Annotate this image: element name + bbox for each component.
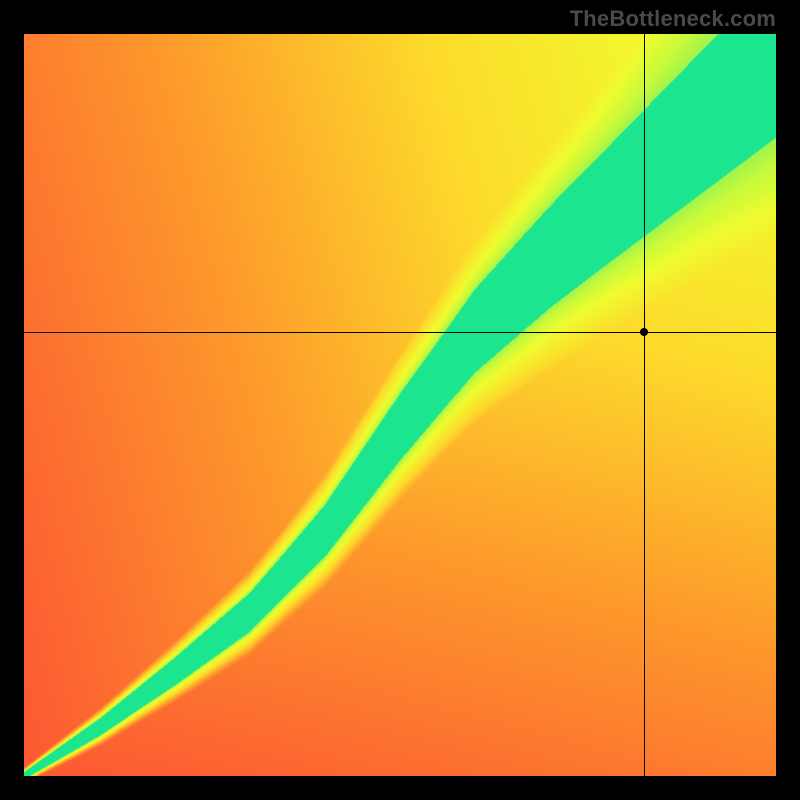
plot-area [24,34,776,776]
watermark-text: TheBottleneck.com [570,6,776,32]
chart-container: TheBottleneck.com [0,0,800,800]
crosshair-marker [640,328,648,336]
heatmap-canvas [24,34,776,776]
crosshair-vertical [644,34,645,776]
crosshair-horizontal [24,332,776,333]
